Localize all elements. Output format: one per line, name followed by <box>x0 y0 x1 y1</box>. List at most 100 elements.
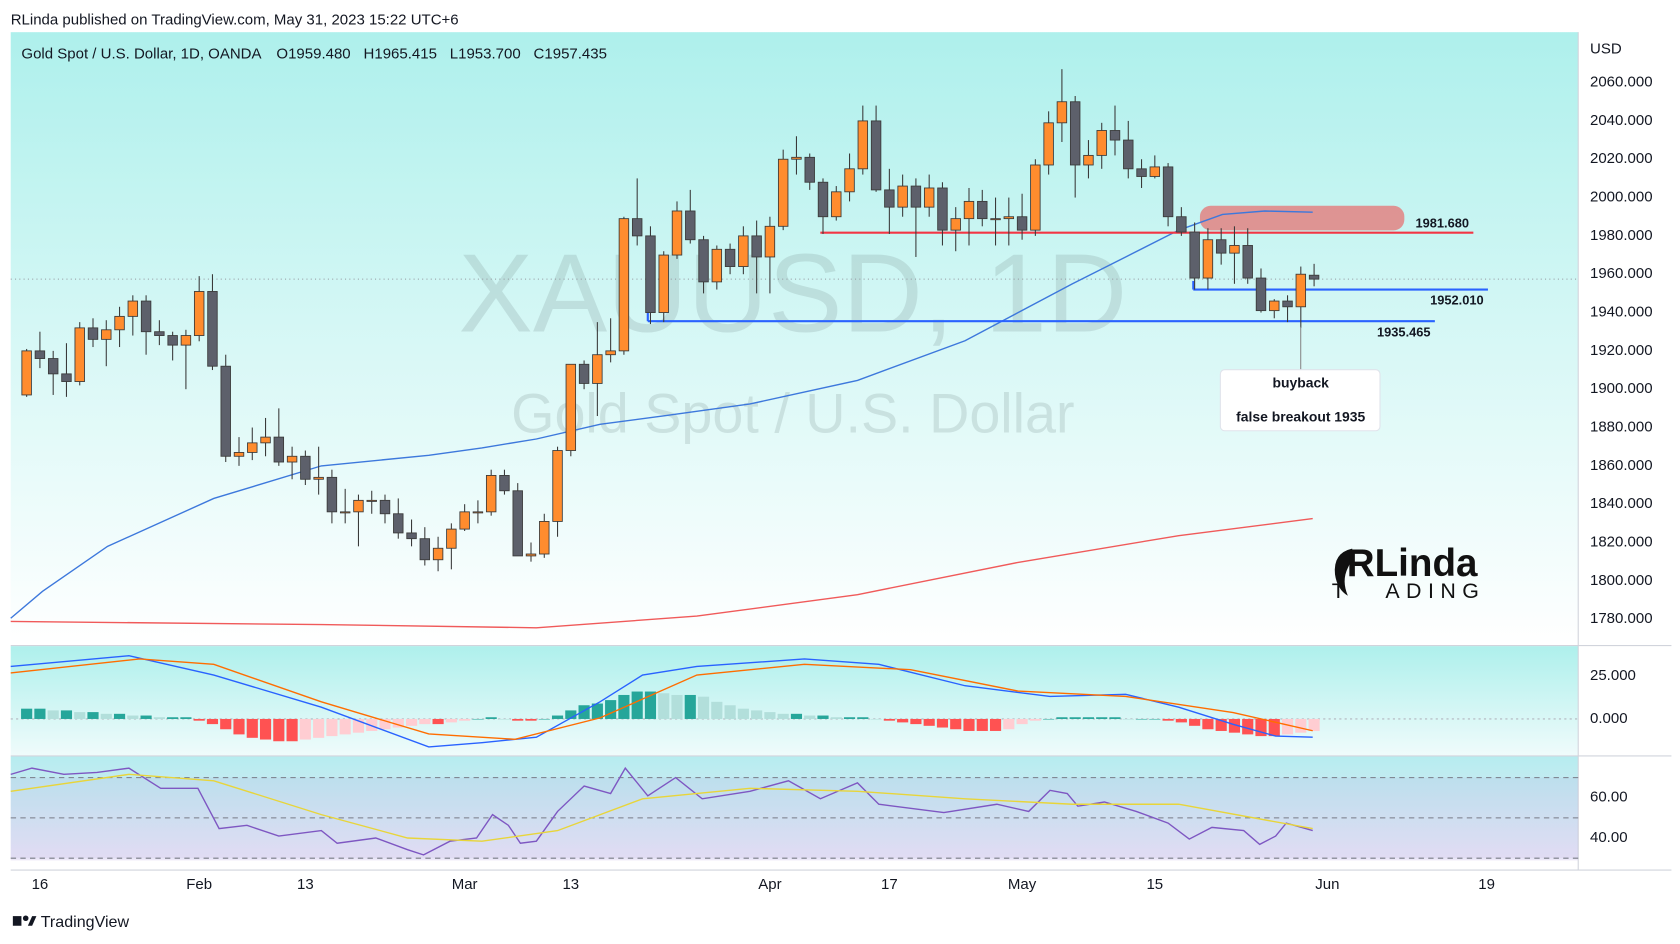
x-tick-label: 19 <box>1478 876 1495 893</box>
histogram-bar <box>233 718 245 735</box>
histogram-bar <box>910 718 922 725</box>
histogram-bar <box>273 718 285 742</box>
candle-body <box>923 187 935 208</box>
candle-body <box>1136 168 1147 177</box>
histogram-bar <box>87 712 99 719</box>
note-box <box>1219 369 1381 432</box>
candle-body <box>499 475 510 492</box>
candle-body <box>140 300 152 333</box>
axis-unit: USD <box>1590 40 1622 57</box>
histogram-bar <box>1109 717 1121 719</box>
y-tick-label: 1980.000 <box>1590 227 1653 244</box>
histogram-bar <box>1149 718 1161 720</box>
histogram-bar <box>658 693 670 719</box>
candle-body <box>658 254 669 313</box>
histogram-bar <box>1228 718 1241 733</box>
histogram-bar <box>1268 718 1280 737</box>
indicator-line <box>10 766 1313 856</box>
histogram-bar <box>1175 718 1187 723</box>
candle-body <box>87 327 99 340</box>
histogram-bar <box>193 718 205 721</box>
candle-body <box>937 187 948 231</box>
candle-body <box>286 455 298 463</box>
candle-body <box>247 442 258 453</box>
histogram-bar <box>113 713 126 719</box>
candle-body <box>419 538 431 561</box>
candle-body <box>950 218 961 231</box>
histogram-bar <box>339 718 351 735</box>
level-label: 1981.680 <box>1415 215 1469 230</box>
candle-body <box>724 248 736 267</box>
candle-body <box>366 499 377 502</box>
x-tick-label: Mar <box>452 876 478 893</box>
candle-body <box>1069 101 1081 166</box>
histogram-bar <box>34 708 46 719</box>
candle-body <box>34 350 46 359</box>
candle-body <box>1242 245 1253 279</box>
candle-body <box>685 210 696 241</box>
logo-sub: ADING <box>1385 579 1485 603</box>
histogram-bar <box>989 718 1002 731</box>
histogram-bar <box>751 710 763 719</box>
candle-body <box>1123 139 1134 170</box>
candle-body <box>1176 216 1187 233</box>
histogram-bar <box>1082 717 1095 719</box>
histogram-bar <box>206 718 219 725</box>
histogram-bar <box>671 694 683 719</box>
histogram-bar <box>153 717 165 719</box>
x-tick-label: Apr <box>758 876 781 893</box>
histogram-bar <box>697 696 710 719</box>
brand-logo: RLinda T ADING <box>1332 542 1485 603</box>
histogram-bar <box>1281 718 1294 735</box>
candle-body <box>764 225 776 258</box>
logo-text: RLinda <box>1347 542 1478 585</box>
histogram-bar <box>220 718 232 730</box>
candle-body <box>300 455 311 480</box>
histogram-bar <box>817 715 829 719</box>
histogram-bar <box>870 718 882 720</box>
histogram-bar <box>923 718 935 726</box>
candle-body <box>485 475 497 513</box>
candle-body <box>180 335 192 346</box>
note-line: false breakout 1935 <box>1236 409 1365 425</box>
candle-body <box>578 363 590 384</box>
histogram-bar <box>777 713 789 719</box>
x-tick-label: 13 <box>562 876 579 893</box>
publisher: RLinda published on TradingView.com, May… <box>11 11 459 28</box>
candle-body <box>671 210 683 256</box>
histogram-bar <box>525 718 537 721</box>
histogram-bar <box>1215 718 1227 731</box>
histogram-bar <box>538 718 550 720</box>
histogram-bar <box>631 691 643 719</box>
histogram-bar <box>684 694 696 719</box>
y-tick-label: 25.000 <box>1590 667 1636 684</box>
histogram-bar <box>445 718 457 723</box>
histogram-bar <box>74 712 86 719</box>
histogram-bar <box>578 705 590 719</box>
candle-body <box>1083 154 1094 166</box>
histogram-bar <box>644 691 657 719</box>
note-line: buyback <box>1273 374 1330 390</box>
y-tick-label: 60.00 <box>1590 789 1628 806</box>
candle-body <box>1030 164 1041 231</box>
candle-body <box>791 156 802 160</box>
y-tick-label: 2020.000 <box>1590 150 1653 167</box>
histogram-bar <box>1043 718 1055 720</box>
histogram-bar <box>1162 718 1174 721</box>
histogram-bar <box>711 701 723 719</box>
candle-body <box>1202 239 1214 279</box>
histogram-bar <box>1122 718 1134 720</box>
histogram-bar <box>551 715 564 719</box>
histogram-bar <box>432 718 444 725</box>
histogram-bar <box>857 717 869 719</box>
histogram-bar <box>1295 718 1307 733</box>
histogram-bar <box>1096 717 1108 719</box>
y-tick-label: 1940.000 <box>1590 304 1653 321</box>
histogram-bar <box>419 718 431 725</box>
histogram-bar <box>950 718 962 730</box>
histogram-bar <box>605 700 617 719</box>
y-tick-label: 1920.000 <box>1590 342 1653 359</box>
watermark-sub: Gold Spot / U.S. Dollar <box>511 383 1074 445</box>
candle-body <box>47 358 59 375</box>
candle-body <box>393 513 404 534</box>
